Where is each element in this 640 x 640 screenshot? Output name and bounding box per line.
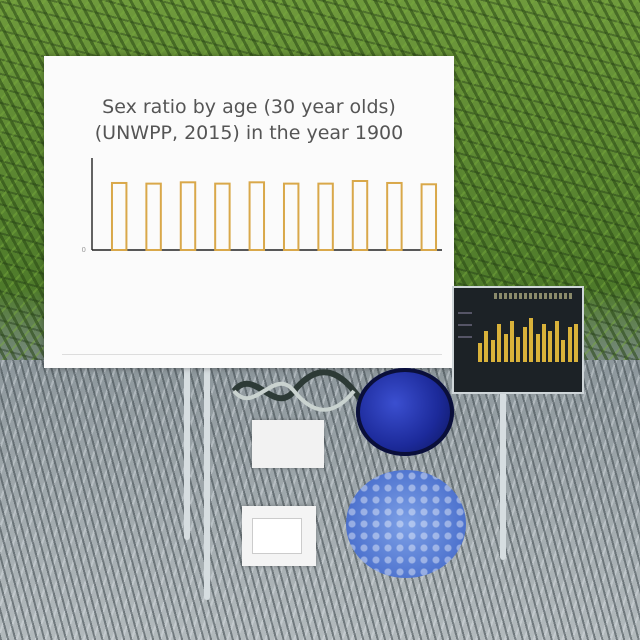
bar	[386, 181, 403, 251]
bar	[179, 181, 197, 251]
chart-title-line2: (UNWPP, 2015) in the year 1900	[94, 122, 404, 144]
document-thumbnail	[252, 420, 324, 468]
bar	[351, 180, 369, 251]
thumbnail-bar	[561, 340, 566, 362]
thumbnail-bar	[542, 324, 546, 362]
bar	[282, 182, 300, 251]
thumbnail-side-mark	[458, 336, 472, 338]
thumbnail-bar	[503, 333, 508, 362]
thumbnail-bar	[548, 330, 553, 362]
thumbnail-bar	[478, 343, 482, 362]
thumbnail-chart-panel	[452, 286, 584, 394]
bar	[248, 181, 266, 251]
protein-structure-light-image	[346, 470, 466, 578]
blank-card-frame	[252, 518, 302, 554]
chart-title: Sex ratio by age (30 year olds) (UNWPP, …	[44, 94, 454, 146]
bar	[145, 182, 162, 251]
thumbnail-bar	[497, 324, 502, 362]
stem-right	[500, 380, 506, 560]
thumbnail-bar	[490, 340, 495, 362]
stem-center	[204, 360, 210, 600]
thumbnail-header	[494, 293, 574, 299]
thumbnail-bar	[567, 327, 572, 362]
thumbnail-bar	[529, 318, 534, 362]
blank-card	[242, 506, 316, 566]
y-tick-label: 0	[82, 246, 86, 254]
thumbnail-bar	[554, 321, 559, 362]
thumbnail-bar	[522, 327, 527, 362]
thumbnail-side-mark	[458, 324, 472, 326]
thumbnail-side-mark	[458, 312, 472, 314]
bar	[317, 182, 334, 251]
thumbnail-bar	[510, 321, 514, 362]
dna-helix-image	[231, 369, 370, 412]
thumbnail-bar	[516, 336, 521, 362]
bar	[110, 181, 128, 251]
thumbnail-bar	[484, 330, 489, 362]
thumbnail-bar	[535, 333, 540, 362]
chart-title-line1: Sex ratio by age (30 year olds)	[102, 96, 396, 118]
chart-panel: Sex ratio by age (30 year olds) (UNWPP, …	[44, 56, 454, 368]
ground-texture	[0, 360, 640, 640]
thumbnail-bar	[574, 324, 578, 362]
footer-divider	[62, 354, 442, 355]
bar	[420, 183, 438, 252]
stem-left	[184, 360, 190, 540]
bar-chart: 0	[82, 158, 442, 254]
bar	[214, 182, 231, 251]
protein-structure-dark-image	[356, 368, 454, 456]
